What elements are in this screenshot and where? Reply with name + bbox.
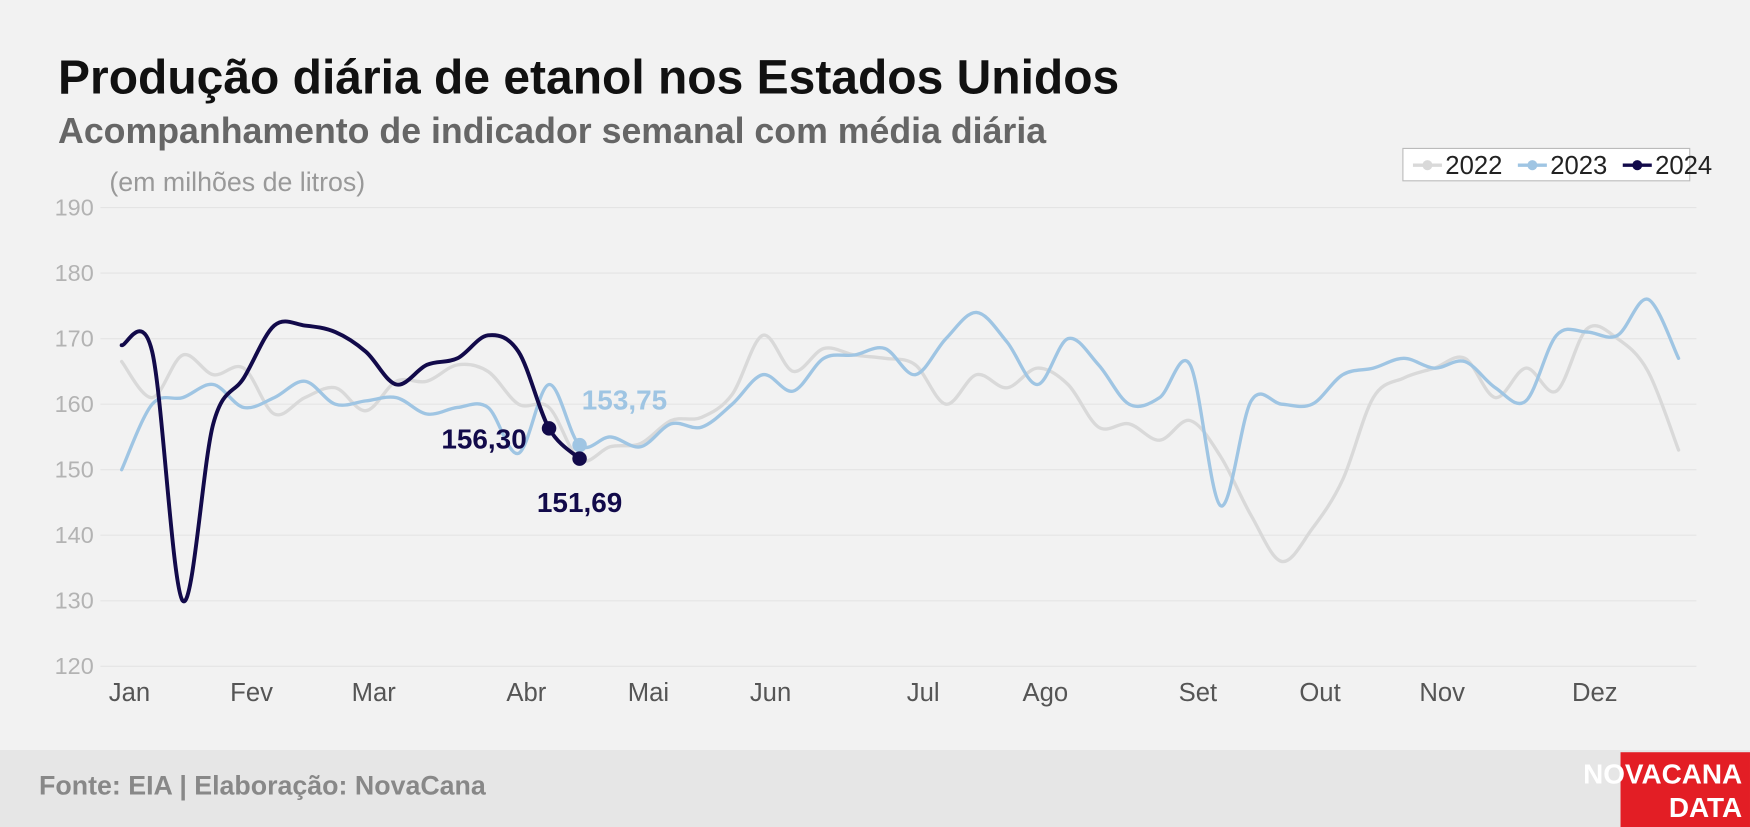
point [572,451,587,466]
y-tick-label: 170 [55,325,94,351]
x-tick-label: Fev [230,679,273,707]
series-line [119,319,582,604]
logo-text: DATA [1669,792,1742,823]
x-tick-label: Jul [907,679,940,707]
logo-text: NOVACANA [1583,758,1742,789]
data-label: 151,69 [537,487,622,518]
x-tick-label: Jan [109,679,150,707]
series-line [119,297,1681,508]
x-tick-label: Set [1179,679,1218,707]
legend-swatch [1422,160,1433,171]
x-tick-label: Abr [506,679,546,707]
legend-swatch [1632,160,1643,171]
chart-subtitle: Acompanhamento de indicador semanal com … [58,111,1047,151]
legend-label: 2023 [1550,152,1607,180]
legend-swatch [1527,160,1538,171]
series-line [119,324,1681,564]
y-tick-label: 160 [55,391,94,417]
x-tick-label: Dez [1572,679,1618,707]
y-tick-label: 130 [55,588,94,614]
x-tick-label: Nov [1419,679,1465,707]
chart-title: Produção diária de etanol nos Estados Un… [58,52,1119,105]
footer-band [0,749,1750,827]
logo [1620,752,1750,827]
y-tick-label: 190 [55,194,94,220]
x-tick-label: Mai [628,679,669,707]
x-tick-label: Ago [1022,679,1068,707]
x-tick-label: Jun [750,679,791,707]
y-tick-label: 120 [55,653,94,679]
x-tick-label: Out [1299,679,1340,707]
point [572,437,587,453]
y-tick-label: 150 [55,457,94,483]
y-axis-label: (em milhões de litros) [109,167,365,197]
x-tick-label: Mar [352,679,397,707]
data-label: 153,75 [582,384,667,415]
y-tick-label: 180 [55,260,94,286]
y-tick-label: 140 [55,522,94,548]
source: Fonte: EIA | Elaboração: NovaCana [39,771,487,801]
data-label: 156,30 [441,424,526,455]
legend-label: 2022 [1445,152,1502,180]
legend-label: 2024 [1655,152,1712,180]
point [541,421,557,436]
